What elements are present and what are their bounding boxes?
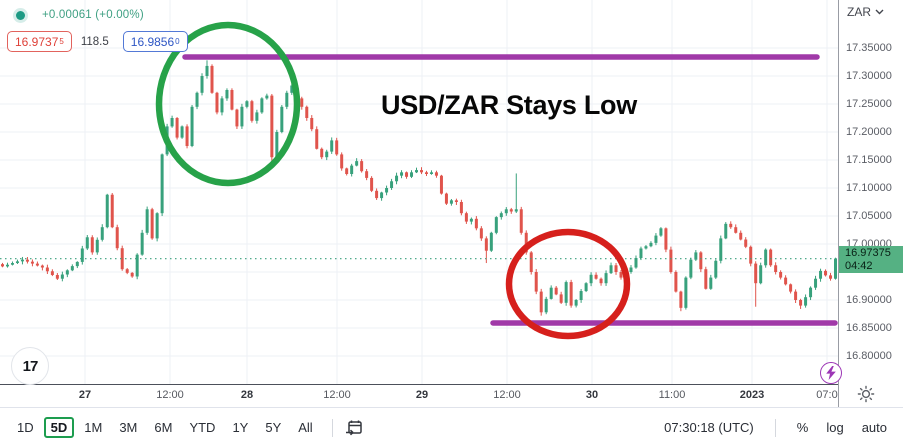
- price-tick-label: 16.90000: [846, 294, 892, 306]
- time-tick-label: 12:00: [323, 389, 351, 401]
- bid-price-sup: 5: [59, 36, 64, 46]
- spread-value: 118.5: [80, 35, 109, 48]
- range-button-all[interactable]: All: [291, 417, 319, 438]
- ask-price-sup: 0: [175, 36, 180, 46]
- time-tick-label: 11:00: [658, 389, 686, 401]
- bottom-toolbar: 1D 5D 1M 3M 6M YTD 1Y 5Y All 07:30:18 (UTC) % lo…: [0, 407, 903, 447]
- price-tick-label: 17.35000: [846, 42, 892, 54]
- auto-scale-button[interactable]: auto: [856, 417, 893, 438]
- price-tick-label: 16.85000: [846, 322, 892, 334]
- chart-annotation-title: USD/ZAR Stays Low: [381, 90, 637, 120]
- range-button-6m[interactable]: 6M: [147, 417, 179, 438]
- green-circle-annotation: [155, 21, 301, 187]
- range-button-1y[interactable]: 1Y: [225, 417, 255, 438]
- time-tick-label: 12:00: [156, 389, 184, 401]
- go-to-date-button[interactable]: [342, 416, 366, 440]
- price-tick-label: 17.30000: [846, 70, 892, 82]
- market-status-dot-icon: [16, 10, 25, 20]
- range-button-1m[interactable]: 1M: [77, 417, 109, 438]
- price-tick-label: 17.20000: [846, 126, 892, 138]
- range-button-5d[interactable]: 5D: [43, 417, 75, 438]
- currency-selector[interactable]: ZAR: [847, 5, 884, 19]
- clock-utc[interactable]: 07:30:18 (UTC): [664, 420, 754, 435]
- percent-scale-button[interactable]: %: [791, 417, 815, 438]
- price-tick-label: 17.15000: [846, 154, 892, 166]
- time-tick-label: 07:0: [816, 389, 838, 401]
- lightning-bolt-icon: [826, 366, 836, 380]
- tradingview-logo-icon: 17: [22, 357, 39, 375]
- bid-price-badge[interactable]: 16.9737 5: [7, 31, 72, 52]
- time-tick-label: 29: [415, 389, 429, 401]
- bid-price: 16.9737: [15, 34, 59, 49]
- time-tick-label: 30: [585, 389, 599, 401]
- price-tick-label: 17.10000: [846, 182, 892, 194]
- price-tick-label: 17.05000: [846, 210, 892, 222]
- range-button-group: 1D 5D 1M 3M 6M YTD 1Y 5Y All: [0, 416, 366, 440]
- chart-plot-area[interactable]: [0, 0, 838, 384]
- range-button-3m[interactable]: 3M: [112, 417, 144, 438]
- toolbar-divider: [331, 418, 333, 437]
- tradingview-logo[interactable]: 17: [11, 347, 49, 385]
- time-axis[interactable]: 27 12:00 28 12:00 29 12:00 30 11:00 2023 07:0: [0, 384, 903, 407]
- time-tick-label: 27: [78, 389, 92, 401]
- current-price-value: 16.97375: [845, 246, 891, 259]
- red-circle-annotation: [505, 228, 631, 340]
- axis-settings-icon[interactable]: [857, 385, 875, 403]
- log-scale-button[interactable]: log: [820, 417, 849, 438]
- ask-price: 16.9856: [130, 34, 175, 49]
- time-tick-label: 28: [240, 389, 254, 401]
- toolbar-divider: [774, 418, 776, 437]
- range-button-5y[interactable]: 5Y: [258, 417, 288, 438]
- candlestick-chart: [0, 0, 838, 384]
- currency-label: ZAR: [847, 5, 871, 19]
- time-tick-label: 2023: [739, 389, 765, 401]
- price-change-text: +0.00061 (+0.00%): [42, 9, 144, 21]
- price-tick-label: 17.25000: [846, 98, 892, 110]
- price-tick-label: 16.80000: [846, 350, 892, 362]
- price-axis[interactable]: ZAR 17.35000 17.30000 17.25000 17.20000 17.1…: [838, 0, 903, 407]
- range-button-1d[interactable]: 1D: [10, 417, 41, 438]
- current-price-badge: 16.97375 04:42: [839, 245, 903, 273]
- ask-price-badge[interactable]: 16.9856 0: [122, 31, 188, 52]
- range-button-ytd[interactable]: YTD: [182, 417, 222, 438]
- chevron-down-icon: [875, 9, 884, 15]
- bar-countdown: 04:42: [845, 259, 873, 272]
- time-tick-label: 12:00: [493, 389, 521, 401]
- instant-trading-button[interactable]: [820, 362, 842, 384]
- calendar-goto-icon: [345, 420, 362, 435]
